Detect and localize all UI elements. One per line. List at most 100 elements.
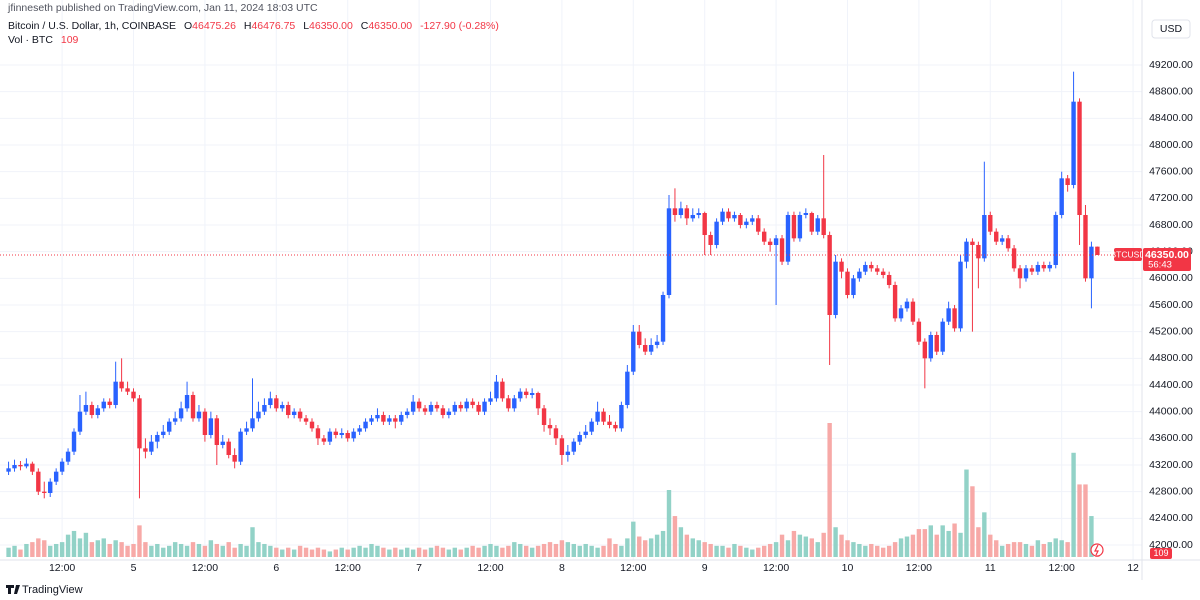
volume-bar (345, 549, 350, 557)
y-tick-label: 48400.00 (1149, 112, 1193, 124)
legend-key: C (360, 20, 369, 32)
volume-bar (36, 538, 41, 557)
candle-body (321, 438, 327, 442)
volume-bar (999, 545, 1005, 557)
volume-bar (172, 542, 178, 557)
candle-body (143, 448, 148, 452)
volume-bar (833, 527, 838, 557)
volume-bar (351, 547, 356, 557)
candle-body (880, 271, 886, 275)
volume-bar (1023, 543, 1029, 557)
volume-bar (1089, 516, 1094, 557)
candle-body (458, 405, 463, 409)
volume-bar (422, 549, 428, 557)
volume-bar (571, 543, 576, 557)
volume-bar (589, 545, 594, 557)
candle-body (36, 471, 41, 492)
candle-body (773, 238, 779, 245)
volume-bar (910, 534, 916, 557)
volume-bar (464, 547, 469, 557)
event-icon[interactable] (1090, 543, 1104, 557)
candle-body (363, 421, 368, 429)
candle-body (982, 215, 987, 259)
y-tick-label: 47200.00 (1149, 192, 1193, 204)
volume-bar (809, 538, 814, 557)
candle-body (898, 308, 904, 319)
y-tick-label: 44400.00 (1149, 379, 1193, 391)
candle-body (59, 461, 65, 472)
volume-bar (827, 423, 832, 557)
volume-bar (934, 534, 939, 557)
candle-body (1053, 215, 1058, 265)
candle-body (393, 418, 398, 422)
candle-body (482, 401, 487, 412)
candle-body (280, 405, 285, 409)
candle-body (744, 221, 749, 225)
volume-bar (232, 547, 237, 557)
candle-body (607, 421, 612, 425)
candle-body (529, 393, 535, 395)
volume-bar (48, 545, 53, 557)
legend-row: Bitcoin / U.S. Dollar, 1h, COINBASE O464… (8, 20, 499, 32)
volume-bar (381, 547, 386, 557)
candle-body (571, 441, 576, 452)
candle-body (595, 411, 600, 422)
candle-body (268, 398, 273, 405)
volume-bar (994, 540, 999, 557)
volume-bar (750, 549, 755, 557)
currency-box[interactable] (1151, 19, 1191, 39)
volume-bar (1077, 484, 1082, 557)
candle-body (369, 418, 374, 422)
volume-bar (619, 545, 624, 557)
candle-body (553, 428, 559, 439)
y-tick-label: 42800.00 (1149, 485, 1193, 497)
volume-bar (149, 545, 154, 557)
volume-bar (851, 542, 856, 557)
candle-body (791, 215, 797, 239)
price-tag-text: 46350.00 (1145, 249, 1189, 261)
volume-bar (1047, 542, 1052, 557)
candle-body (1029, 268, 1035, 272)
volume-bar (363, 547, 368, 557)
volume-bar (226, 542, 231, 557)
volume-bar (119, 542, 124, 557)
candle-body (547, 425, 553, 429)
x-tick-label: 12:00 (763, 562, 789, 574)
candle-body (541, 408, 547, 425)
volume-bar (416, 547, 422, 557)
candle-body (964, 241, 969, 262)
candle-body (357, 428, 362, 432)
volume-tag (1150, 548, 1172, 559)
candle-body (95, 408, 101, 415)
volume-bar (631, 521, 636, 557)
volume-bar (410, 549, 416, 557)
volume-bar (648, 538, 654, 557)
symbol-title: Bitcoin / U.S. Dollar, 1h, COINBASE (8, 20, 177, 32)
volume-bar (202, 545, 208, 557)
candle-body (77, 411, 83, 432)
candle-body (845, 271, 850, 295)
volume-bar (196, 543, 202, 557)
volume-bar (1071, 452, 1076, 557)
volume-bar (601, 545, 606, 557)
x-tick-label: 12:00 (192, 562, 218, 574)
candle-body (506, 398, 511, 409)
candle-body (720, 211, 725, 222)
candle-body (518, 391, 523, 399)
volume-bar (476, 547, 481, 557)
volume-value: 109 (60, 34, 79, 46)
candle-body (815, 218, 820, 232)
candle-body (137, 398, 142, 449)
candle-body (803, 213, 809, 215)
candle-body (256, 411, 261, 419)
candle-body (333, 431, 339, 435)
volume-bar (1059, 540, 1064, 557)
candle-body (1089, 246, 1094, 279)
volume-bar (494, 545, 499, 557)
volume-bar (708, 543, 713, 557)
volume-bar (452, 547, 458, 557)
candle-body (1035, 265, 1041, 272)
candle-body (702, 213, 707, 235)
volume-bar (982, 512, 987, 557)
